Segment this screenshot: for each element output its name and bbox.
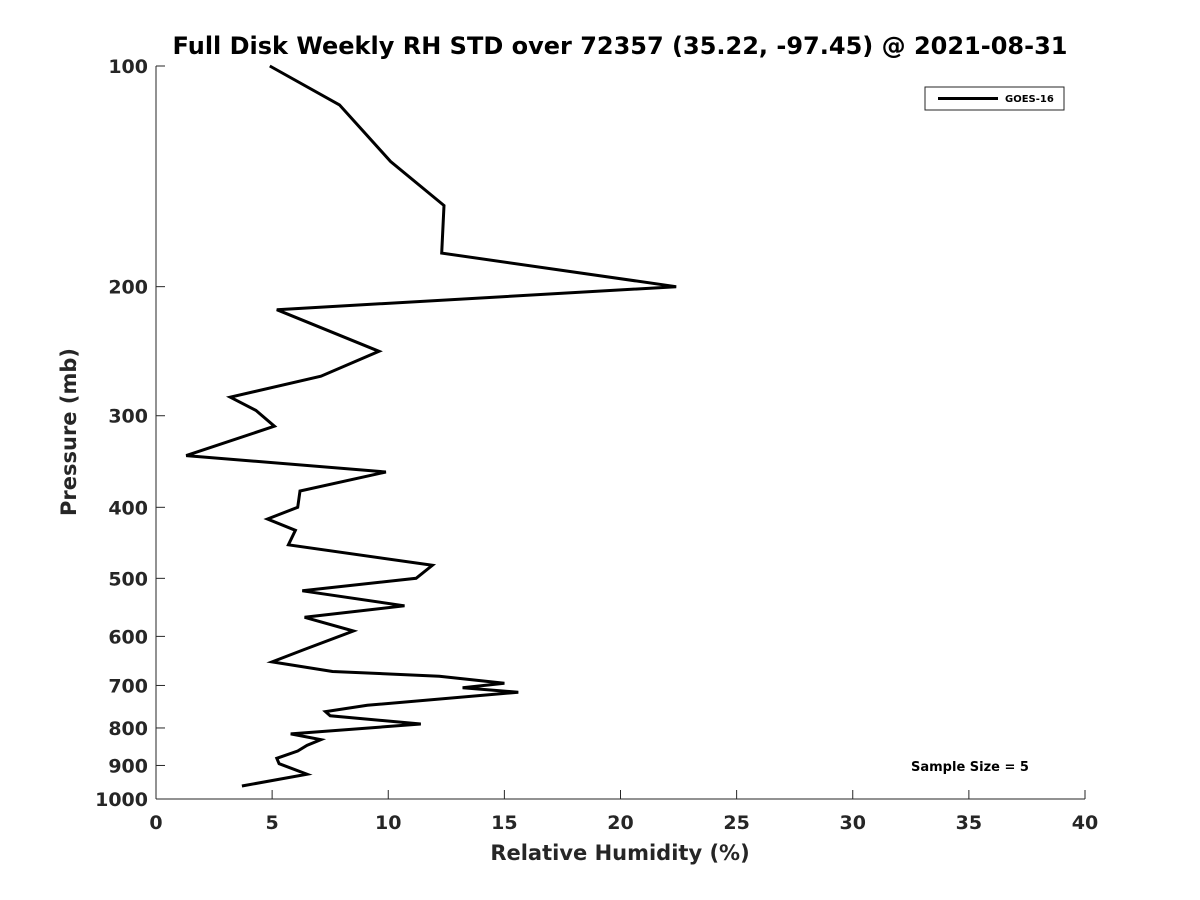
x-tick-label: 20 bbox=[607, 812, 633, 834]
legend-entry-goes-16: GOES-16 bbox=[1005, 94, 1054, 105]
x-tick-label: 35 bbox=[956, 812, 982, 834]
x-tick-label: 10 bbox=[375, 812, 401, 834]
x-tick-label: 5 bbox=[266, 812, 279, 834]
y-tick-label: 1000 bbox=[95, 789, 148, 811]
y-tick-label: 600 bbox=[108, 626, 148, 648]
y-tick-label: 100 bbox=[108, 56, 148, 78]
y-axis-ticks: 100 200 300 400 500 600 700 800 900 1000 bbox=[95, 56, 165, 811]
x-axis-ticks: 0 5 10 15 20 25 30 35 40 bbox=[149, 790, 1098, 834]
y-tick-label: 300 bbox=[108, 406, 148, 428]
y-tick-label: 500 bbox=[108, 568, 148, 590]
chart-title: Full Disk Weekly RH STD over 72357 (35.2… bbox=[173, 32, 1068, 60]
y-tick-label: 800 bbox=[108, 718, 148, 740]
x-tick-label: 40 bbox=[1072, 812, 1098, 834]
y-tick-label: 200 bbox=[108, 277, 148, 299]
x-tick-label: 25 bbox=[723, 812, 749, 834]
x-tick-label: 30 bbox=[840, 812, 866, 834]
x-tick-label: 15 bbox=[491, 812, 517, 834]
y-tick-label: 400 bbox=[108, 497, 148, 519]
sample-size-annotation: Sample Size = 5 bbox=[911, 760, 1029, 775]
y-tick-label: 700 bbox=[108, 675, 148, 697]
x-axis-label: Relative Humidity (%) bbox=[490, 841, 749, 865]
y-tick-label: 900 bbox=[108, 755, 148, 777]
legend: GOES-16 bbox=[924, 86, 1065, 111]
series-line-goes-16 bbox=[185, 64, 677, 788]
x-tick-label: 0 bbox=[149, 812, 162, 834]
y-axis-label: Pressure (mb) bbox=[57, 348, 81, 516]
